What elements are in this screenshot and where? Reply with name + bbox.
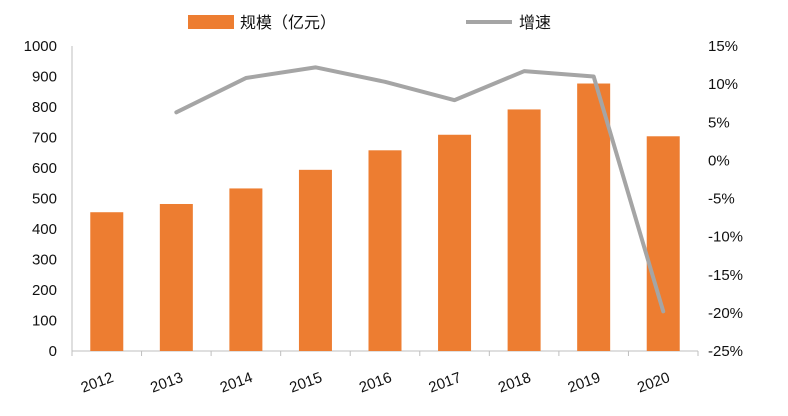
y-left-tick-label: 400	[32, 221, 57, 238]
legend-bar-label: 规模（亿元）	[240, 13, 336, 32]
bar	[368, 150, 402, 351]
x-tick-label: 2019	[566, 369, 603, 396]
bar	[577, 83, 611, 351]
y-left-tick-label: 0	[49, 343, 57, 360]
x-tick-label: 2017	[426, 369, 463, 396]
y-right-tick-label: -10%	[708, 229, 743, 246]
line-point	[661, 309, 665, 313]
line-point	[592, 75, 596, 78]
y-left-tick-label: 500	[32, 191, 57, 208]
y-left-tick-label: 1000	[24, 38, 57, 55]
line-point	[383, 80, 387, 84]
y-right-tick-label: 0%	[708, 152, 730, 169]
legend-bar-swatch	[188, 15, 234, 29]
x-tick-label: 2013	[148, 369, 185, 396]
y-right-tick-label: -15%	[708, 267, 743, 284]
y-right-tick-label: -25%	[708, 343, 743, 360]
line-point	[174, 110, 178, 114]
x-tick-label: 2012	[79, 369, 116, 396]
bar	[646, 136, 680, 351]
y-right-tick-label: 15%	[708, 38, 738, 55]
line-point	[313, 65, 317, 69]
legend: 规模（亿元） 增速	[188, 13, 551, 32]
y-left-tick-label: 700	[32, 130, 57, 147]
x-tick-label: 2018	[496, 369, 533, 396]
bar	[507, 109, 541, 351]
y-left-tick-label: 200	[32, 282, 57, 299]
y-right-tick-label: -5%	[708, 191, 735, 208]
line-series	[174, 65, 666, 314]
y-left-tick-label: 300	[32, 252, 57, 269]
bar	[438, 134, 472, 351]
x-tick-label: 2015	[287, 369, 324, 396]
y-left-tick-label: 600	[32, 160, 57, 177]
x-tick-label: 2014	[218, 369, 255, 396]
line-point	[453, 98, 457, 102]
y-right-tick-label: -20%	[708, 305, 743, 322]
x-tick-label: 2016	[357, 369, 394, 396]
y-left-tick-label: 800	[32, 99, 57, 116]
line-point	[522, 69, 526, 73]
bar-series	[90, 83, 680, 351]
legend-line-label: 增速	[519, 13, 551, 32]
y-left-tick-label: 900	[32, 69, 57, 86]
y-left-tick-label: 100	[32, 313, 57, 330]
bar	[90, 212, 124, 351]
growth-line	[174, 65, 666, 314]
bar	[229, 188, 263, 351]
x-tick-label: 2020	[635, 369, 672, 396]
line-point	[244, 76, 248, 80]
y-right-tick-label: 5%	[708, 114, 730, 131]
bar	[298, 169, 332, 351]
bar	[159, 203, 193, 351]
y-right-tick-label: 10%	[708, 76, 738, 93]
